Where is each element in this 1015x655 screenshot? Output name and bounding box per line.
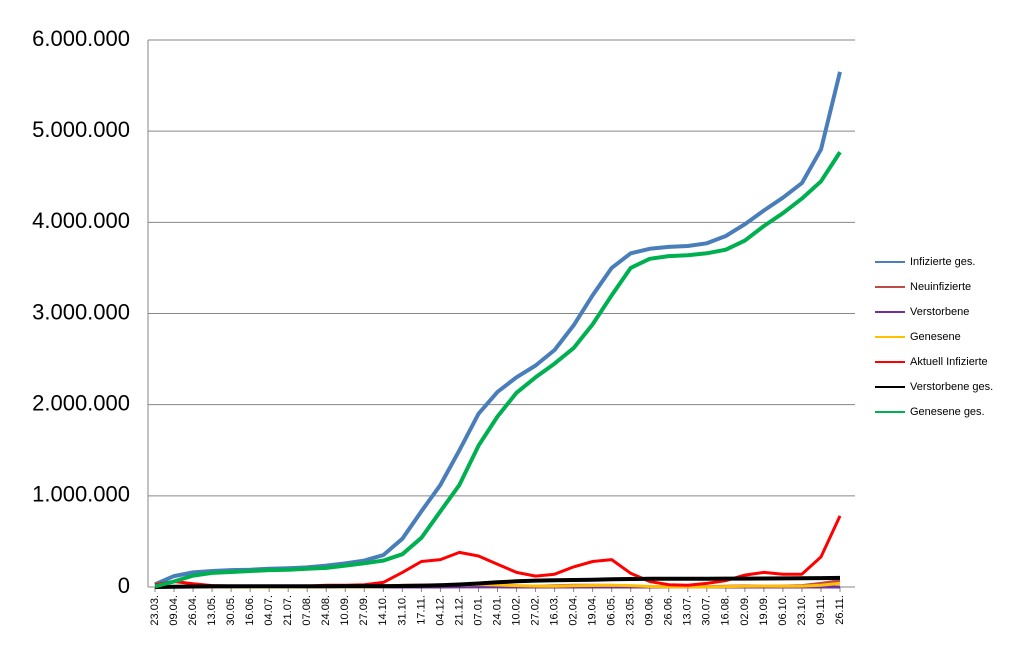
x-tick-label: 06.05. <box>606 595 618 626</box>
legend-label: Infizierte ges. <box>910 256 975 268</box>
y-tick-label: 1.000.000 <box>32 482 130 507</box>
x-tick-label: 07.08. <box>301 595 313 626</box>
x-tick-label: 09.11. <box>815 595 827 625</box>
y-tick-label: 2.000.000 <box>32 390 130 415</box>
x-tick-label: 04.07. <box>263 595 275 626</box>
x-tick-label: 30.07. <box>701 595 713 626</box>
x-tick-label: 26.04. <box>187 595 199 626</box>
series-line <box>154 575 841 589</box>
x-tick-label: 24.08. <box>320 595 332 626</box>
legend-label: Genesene <box>910 331 961 343</box>
legend-label: Neuinfizierte <box>910 281 971 293</box>
x-tick-label: 31.10. <box>396 595 408 626</box>
x-tick-label: 06.10. <box>777 595 789 626</box>
series-line <box>154 71 842 587</box>
x-tick-label: 21.12. <box>453 595 465 626</box>
x-tick-label: 21.07. <box>282 595 294 626</box>
x-tick-label: 02.04. <box>568 595 580 626</box>
y-tick-label: 3.000.000 <box>32 299 130 324</box>
legend-label: Genesene ges. <box>910 406 985 418</box>
x-tick-label: 09.04. <box>168 595 180 626</box>
x-tick-label: 17.11. <box>415 595 427 625</box>
x-tick-label: 16.03. <box>548 595 560 626</box>
x-tick-label: 09.06. <box>644 595 656 626</box>
x-tick-label: 19.04. <box>587 595 599 626</box>
x-tick-label: 26.11. <box>834 595 846 625</box>
series-line <box>154 515 842 588</box>
x-tick-label: 04.12. <box>434 595 446 626</box>
x-tick-label: 23.05. <box>625 595 637 626</box>
y-tick-label: 5.000.000 <box>32 117 130 142</box>
legend-label: Verstorbene ges. <box>910 381 993 393</box>
series-line <box>154 151 842 589</box>
x-tick-label: 23.10. <box>796 595 808 626</box>
x-tick-label: 30.05. <box>225 595 237 626</box>
legend-label: Aktuell Infizierte <box>910 356 988 368</box>
y-tick-label: 0 <box>118 573 130 598</box>
legend-label: Verstorbene <box>910 306 969 318</box>
x-tick-label: 24.01. <box>491 595 503 626</box>
x-tick-label: 07.01. <box>472 595 484 626</box>
x-tick-label: 02.09. <box>739 595 751 626</box>
x-tick-label: 27.09. <box>358 595 370 626</box>
x-tick-label: 10.02. <box>510 595 522 626</box>
x-tick-label: 16.06. <box>244 595 256 626</box>
x-tick-label: 14.10. <box>377 595 389 626</box>
x-tick-label: 16.08. <box>720 595 732 626</box>
x-tick-label: 13.05. <box>206 595 218 626</box>
x-tick-label: 13.07. <box>682 595 694 626</box>
x-tick-label: 26.06. <box>663 595 675 626</box>
x-tick-label: 10.09. <box>339 595 351 626</box>
y-tick-label: 6.000.000 <box>32 26 130 51</box>
x-tick-label: 19.09. <box>758 595 770 626</box>
x-tick-label: 23.03. <box>149 595 161 626</box>
x-tick-label: 27.02. <box>529 595 541 626</box>
y-tick-label: 4.000.000 <box>32 208 130 233</box>
